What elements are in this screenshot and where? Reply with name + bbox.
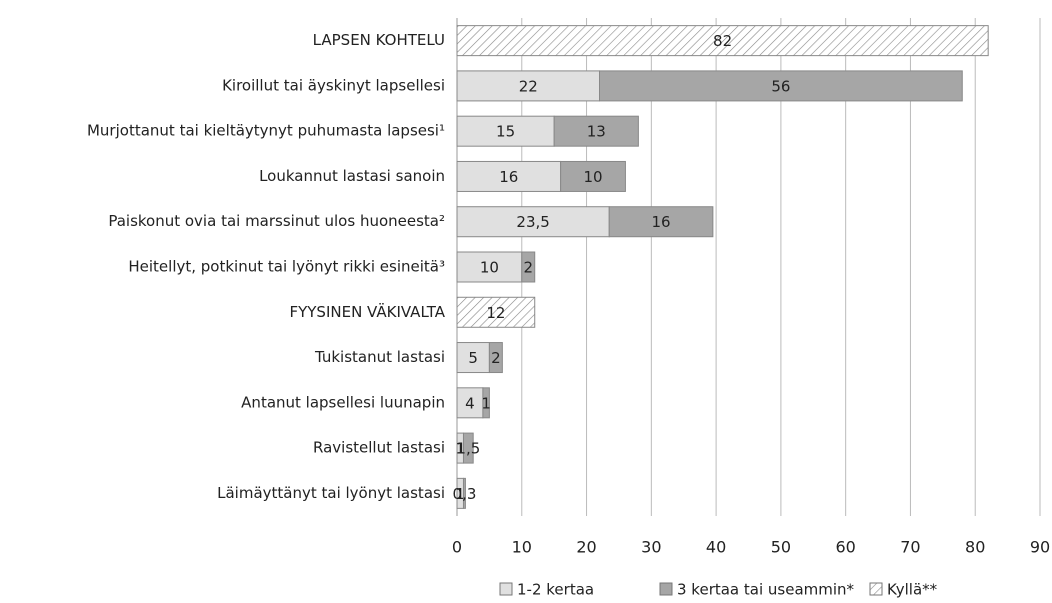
data-label: 10 — [583, 168, 602, 186]
data-label: 1 — [455, 485, 465, 503]
data-label: 5 — [468, 349, 478, 367]
bar-segment — [456, 25, 989, 57]
legend-label: 1-2 kertaa — [517, 581, 594, 599]
data-label: 4 — [465, 394, 475, 412]
bar-segment — [608, 206, 714, 238]
legend-swatch — [659, 582, 673, 596]
bar-segment — [456, 342, 490, 374]
category-label: Ravistellut lastasi — [313, 439, 445, 457]
x-tick-label: 0 — [452, 538, 462, 557]
legend-label: Kyllä** — [887, 581, 938, 599]
data-label: 13 — [587, 123, 606, 141]
bar-segment — [599, 70, 963, 102]
category-label: Tukistanut lastasi — [314, 348, 445, 366]
category-label: FYYSINEN VÄKIVALTA — [289, 302, 445, 321]
bar-segment — [488, 342, 503, 374]
x-tick-label: 20 — [576, 538, 596, 557]
bar-segment — [456, 115, 555, 147]
x-tick-label: 70 — [900, 538, 920, 557]
data-label: 1,5 — [456, 440, 480, 458]
bar-segment — [456, 296, 536, 328]
bar-segment — [553, 115, 639, 147]
data-label: 1 — [455, 440, 465, 458]
bar-segment — [482, 387, 490, 419]
category-label: Paiskonut ovia tai marssinut ulos huonee… — [108, 212, 445, 230]
bar-segment — [456, 160, 562, 192]
data-label: 16 — [499, 168, 518, 186]
x-tick-label: 10 — [512, 538, 532, 557]
data-label: 2 — [491, 349, 501, 367]
x-tick-label: 50 — [771, 538, 791, 557]
category-label: Läimäyttänyt tai lyönyt lastasi — [217, 484, 445, 502]
data-label: 12 — [486, 304, 505, 322]
data-label: 0,3 — [453, 485, 477, 503]
data-label: 2 — [523, 259, 533, 277]
bar-segment — [462, 432, 474, 464]
data-label: 56 — [771, 77, 790, 95]
category-label: LAPSEN KOHTELU — [313, 31, 445, 49]
bar-segment — [462, 477, 466, 509]
data-label: 23,5 — [516, 213, 549, 231]
data-label: 10 — [480, 259, 499, 277]
legend-swatch — [869, 582, 883, 596]
data-label: 1 — [481, 394, 491, 412]
legend-label: 3 kertaa tai useammin* — [677, 581, 855, 599]
x-tick-label: 80 — [965, 538, 985, 557]
bar-segment — [456, 70, 601, 102]
data-label: 16 — [652, 213, 671, 231]
x-tick-label: 40 — [706, 538, 726, 557]
data-label: 82 — [713, 32, 732, 50]
bar-segment — [521, 251, 536, 283]
x-tick-label: 90 — [1030, 538, 1050, 557]
legend-swatch — [499, 582, 513, 596]
category-label: Heitellyt, potkinut tai lyönyt rikki esi… — [128, 258, 445, 276]
x-tick-label: 30 — [641, 538, 661, 557]
category-label: Murjottanut tai kieltäytynyt puhumasta l… — [87, 122, 445, 140]
data-label: 15 — [496, 123, 515, 141]
category-label: Loukannut lastasi sanoin — [259, 167, 445, 185]
x-tick-label: 60 — [835, 538, 855, 557]
bar-segment — [456, 251, 523, 283]
bar-segment — [560, 160, 626, 192]
data-label: 22 — [519, 77, 538, 95]
category-label: Kiroillut tai äyskinyt lapsellesi — [222, 76, 445, 94]
category-label: Antanut lapsellesi luunapin — [241, 393, 445, 411]
